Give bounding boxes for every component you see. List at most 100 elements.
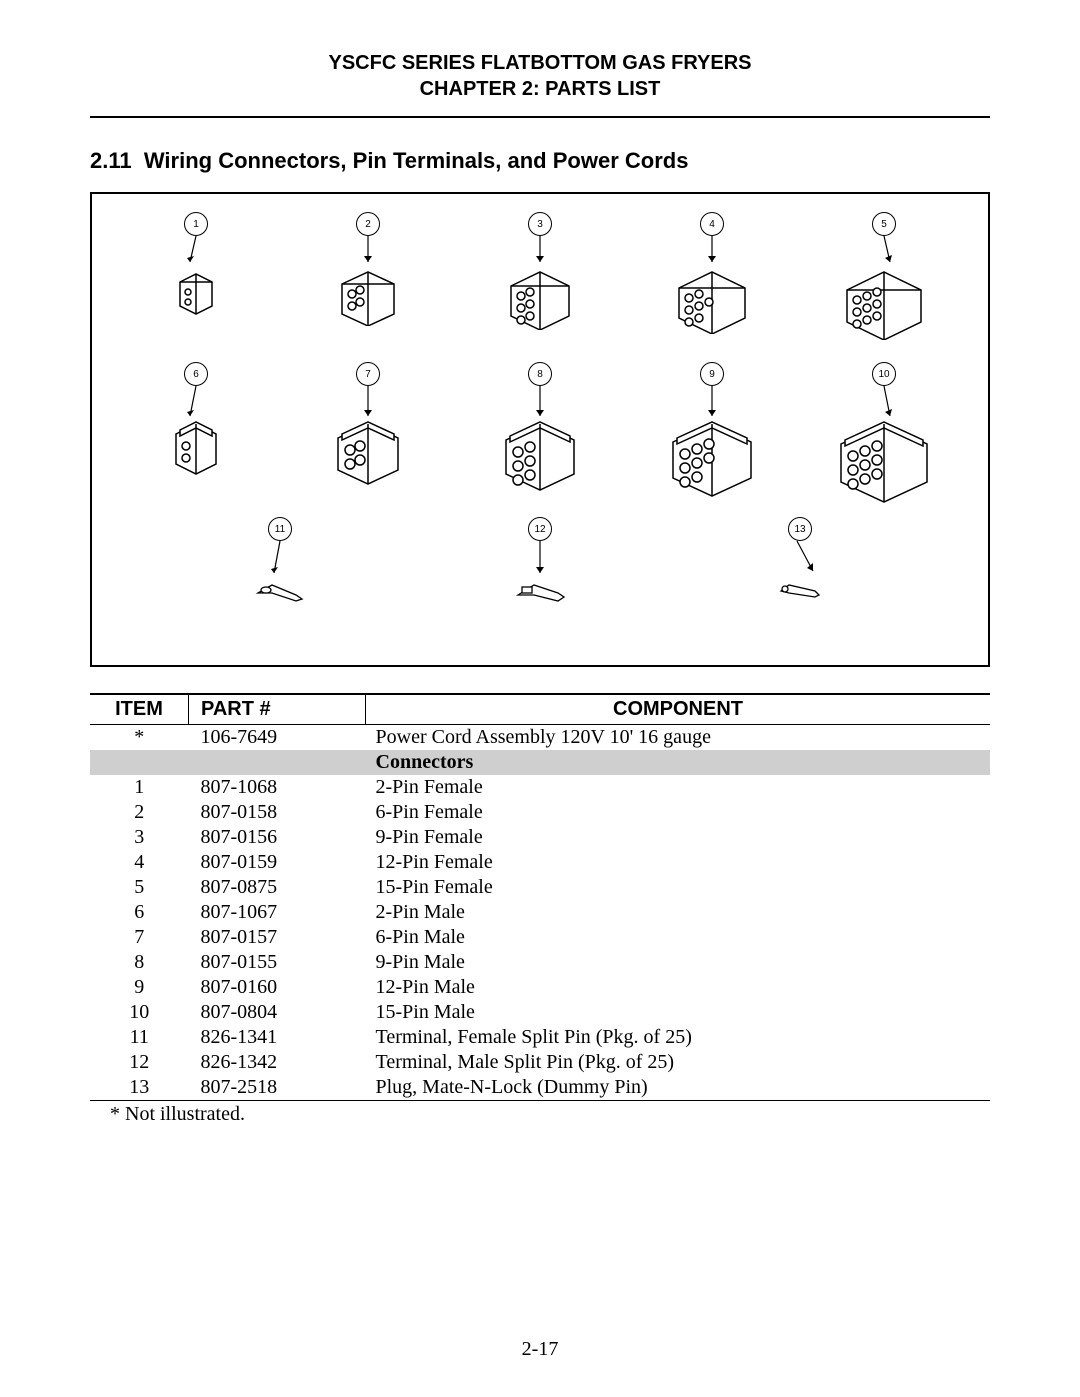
- cell-item: 8: [90, 950, 189, 975]
- table-row: 13807-2518Plug, Mate-N-Lock (Dummy Pin): [90, 1075, 990, 1101]
- table-row: 12826-1342Terminal, Male Split Pin (Pkg.…: [90, 1050, 990, 1075]
- connector-icon: [174, 268, 218, 316]
- diagram-item-8: 8: [465, 362, 615, 504]
- diagram-item-3: 3: [465, 212, 615, 340]
- diagram-item-12: 12: [465, 517, 615, 605]
- leader-arrow: [883, 236, 885, 266]
- cell-component: 12-Pin Male: [366, 975, 991, 1000]
- table-row: 2807-01586-Pin Female: [90, 800, 990, 825]
- page-number: 2-17: [0, 1338, 1080, 1361]
- leader-arrow: [711, 386, 713, 416]
- leader-arrow: [367, 236, 369, 266]
- connector-icon: [667, 418, 757, 498]
- parts-table: ITEM PART # COMPONENT * 106-7649 Power C…: [90, 693, 990, 1101]
- diagram-item-1: 1: [121, 212, 271, 340]
- cell-item: 9: [90, 975, 189, 1000]
- page-header: YSCFC SERIES FLATBOTTOM GAS FRYERS CHAPT…: [90, 50, 990, 102]
- table-row: * 106-7649 Power Cord Assembly 120V 10' …: [90, 725, 990, 751]
- connector-icon: [835, 418, 933, 504]
- callout-12: 12: [528, 517, 552, 541]
- cell-part: 807-2518: [189, 1075, 366, 1101]
- connector-icon: [336, 268, 400, 326]
- leader-arrow: [195, 236, 197, 266]
- diagram-row-1: 1 2 3: [110, 212, 970, 340]
- table-row: 11826-1341Terminal, Female Split Pin (Pk…: [90, 1025, 990, 1050]
- cell-item: 2: [90, 800, 189, 825]
- section-title: 2.11 Wiring Connectors, Pin Terminals, a…: [90, 148, 990, 174]
- table-row: 9807-016012-Pin Male: [90, 975, 990, 1000]
- cell-component: 9-Pin Male: [366, 950, 991, 975]
- table-footnote: * Not illustrated.: [90, 1103, 990, 1126]
- callout-4: 4: [700, 212, 724, 236]
- table-row: 1807-10682-Pin Female: [90, 775, 990, 800]
- cell-component: 6-Pin Male: [366, 925, 991, 950]
- leader-arrow: [883, 386, 885, 416]
- cell-component: Terminal, Female Split Pin (Pkg. of 25): [366, 1025, 991, 1050]
- cell-component: Power Cord Assembly 120V 10' 16 gauge: [366, 725, 991, 751]
- table-row: 5807-087515-Pin Female: [90, 875, 990, 900]
- diagram-item-6: 6: [121, 362, 271, 504]
- leader-arrow: [195, 386, 197, 416]
- section-number: 2.11: [90, 148, 132, 173]
- header-rule: [90, 116, 990, 118]
- connector-icon: [841, 268, 927, 340]
- callout-11: 11: [268, 517, 292, 541]
- col-component: COMPONENT: [366, 694, 991, 725]
- connector-icon: [500, 418, 580, 492]
- cell-component: 15-Pin Male: [366, 1000, 991, 1025]
- col-part: PART #: [189, 694, 366, 725]
- cell-part: 826-1342: [189, 1050, 366, 1075]
- table-row: 8807-01559-Pin Male: [90, 950, 990, 975]
- cell-item: 11: [90, 1025, 189, 1050]
- callout-6: 6: [184, 362, 208, 386]
- header-line-2: CHAPTER 2: PARTS LIST: [90, 76, 990, 102]
- section-text: Wiring Connectors, Pin Terminals, and Po…: [144, 148, 689, 173]
- cell-item: 13: [90, 1075, 189, 1101]
- table-body: * 106-7649 Power Cord Assembly 120V 10' …: [90, 725, 990, 1101]
- cell-part: 807-0158: [189, 800, 366, 825]
- cell-item: 10: [90, 1000, 189, 1025]
- diagram-item-13: 13: [725, 517, 875, 605]
- cell-component: 9-Pin Female: [366, 825, 991, 850]
- cell-component: 6-Pin Female: [366, 800, 991, 825]
- connector-icon: [332, 418, 404, 486]
- callout-3: 3: [528, 212, 552, 236]
- callout-7: 7: [356, 362, 380, 386]
- callout-2: 2: [356, 212, 380, 236]
- leader-arrow: [539, 386, 541, 416]
- diagram-item-5: 5: [809, 212, 959, 340]
- cell-part: 106-7649: [189, 725, 366, 751]
- cell-item: 12: [90, 1050, 189, 1075]
- cell-component: 15-Pin Female: [366, 875, 991, 900]
- group-label: Connectors: [366, 750, 991, 775]
- cell-item: 3: [90, 825, 189, 850]
- callout-9: 9: [700, 362, 724, 386]
- cell-component: 12-Pin Female: [366, 850, 991, 875]
- table-row: 7807-01576-Pin Male: [90, 925, 990, 950]
- cell-part: 807-1067: [189, 900, 366, 925]
- cell-part: 807-0159: [189, 850, 366, 875]
- leader-arrow: [279, 541, 281, 571]
- cell-part: [189, 750, 366, 775]
- diagram-item-4: 4: [637, 212, 787, 340]
- table-header-row: ITEM PART # COMPONENT: [90, 694, 990, 725]
- cell-part: 807-0804: [189, 1000, 366, 1025]
- cell-component: 2-Pin Female: [366, 775, 991, 800]
- cell-part: 807-0155: [189, 950, 366, 975]
- cell-part: 807-0157: [189, 925, 366, 950]
- leader-arrow: [711, 236, 713, 266]
- diagram-row-2: 6 7 8: [110, 362, 970, 504]
- diagram-item-2: 2: [293, 212, 443, 340]
- callout-5: 5: [872, 212, 896, 236]
- page: YSCFC SERIES FLATBOTTOM GAS FRYERS CHAPT…: [0, 0, 1080, 1397]
- diagram-row-3: 11 12 13: [110, 517, 970, 605]
- cell-component: Plug, Mate-N-Lock (Dummy Pin): [366, 1075, 991, 1101]
- header-line-1: YSCFC SERIES FLATBOTTOM GAS FRYERS: [90, 50, 990, 76]
- diagram-frame: 1 2 3: [90, 192, 990, 667]
- cell-item: 4: [90, 850, 189, 875]
- cell-part: 807-0156: [189, 825, 366, 850]
- callout-10: 10: [872, 362, 896, 386]
- table-row: 4807-015912-Pin Female: [90, 850, 990, 875]
- callout-8: 8: [528, 362, 552, 386]
- cell-part: 807-0160: [189, 975, 366, 1000]
